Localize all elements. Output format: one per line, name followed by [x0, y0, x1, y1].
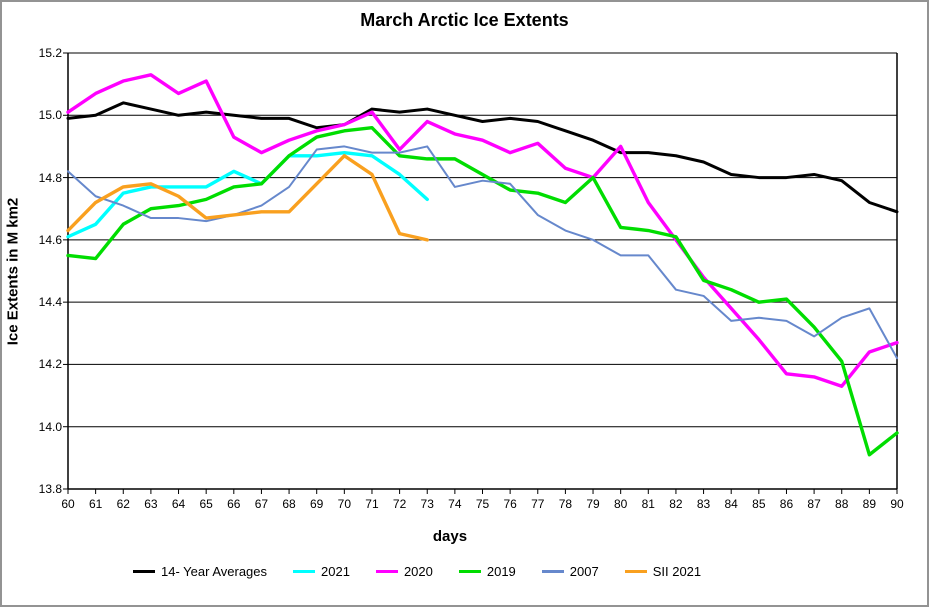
x-tick-label: 89 [862, 497, 877, 511]
x-tick-label: 80 [613, 497, 628, 511]
x-tick-label: 73 [420, 497, 434, 511]
x-tick-label: 79 [586, 497, 600, 511]
y-tick-label: 14.0 [38, 419, 62, 434]
legend-swatch-2019 [458, 570, 481, 573]
x-tick-label: 69 [310, 497, 324, 511]
x-tick-label: 61 [88, 497, 103, 511]
x-tick-label: 78 [558, 497, 573, 511]
legend-item-2020: 2020 [375, 564, 433, 579]
x-tick-label: 65 [199, 497, 213, 511]
legend-item-2019: 2019 [458, 564, 516, 579]
x-tick-label: 70 [337, 497, 351, 511]
x-tick-label: 67 [254, 497, 269, 511]
x-tick-label: 75 [475, 497, 490, 511]
x-tick-label: 74 [448, 497, 462, 511]
legend-item-14-year-averages: 14- Year Averages [133, 564, 267, 579]
y-tick-label: 14.8 [38, 170, 62, 185]
y-tick-label: 14.6 [38, 232, 62, 247]
x-tick-label: 72 [392, 497, 407, 511]
x-tick-label: 60 [61, 497, 75, 511]
legend-item-2007: 2007 [541, 564, 599, 579]
legend: 14- Year Averages 2021 2020 2019 2007 SI… [133, 564, 701, 579]
legend-swatch-14-year-averages [133, 570, 155, 573]
x-tick-label: 88 [835, 497, 849, 511]
x-tick-label: 63 [144, 497, 158, 511]
legend-swatch-sii-2021 [624, 570, 647, 573]
x-tick-label: 90 [890, 497, 904, 511]
x-tick-label: 81 [641, 497, 655, 511]
y-tick-label: 15.2 [38, 46, 62, 60]
y-tick-label: 14.4 [38, 295, 62, 310]
x-tick-label: 76 [503, 497, 517, 511]
legend-swatch-2007 [541, 570, 564, 573]
x-tick-label: 71 [365, 497, 379, 511]
y-axis-title: Ice Extents in M km2 [4, 197, 22, 346]
legend-label-2019: 2019 [486, 564, 516, 579]
x-axis-title: days [432, 528, 468, 545]
x-tick-label: 84 [724, 497, 738, 511]
x-tick-label: 86 [779, 497, 794, 511]
legend-label-14-year-averages: 14- Year Averages [161, 564, 268, 579]
y-tick-label: 15.0 [38, 108, 62, 123]
x-tick-label: 85 [752, 497, 766, 511]
x-tick-label: 66 [227, 497, 241, 511]
x-tick-label: 82 [669, 497, 683, 511]
legend-item-sii-2021: SII 2021 [624, 564, 702, 579]
legend-swatch-2021 [293, 570, 316, 573]
x-tick-label: 77 [531, 497, 545, 511]
x-tick-label: 62 [116, 497, 130, 511]
legend-item-2021: 2021 [293, 564, 350, 579]
legend-label-2007: 2007 [569, 564, 599, 579]
legend-swatch-2020 [375, 570, 398, 573]
x-tick-label: 64 [171, 497, 186, 511]
legend-label-sii-2021: SII 2021 [652, 564, 702, 579]
x-tick-label: 68 [282, 497, 296, 511]
x-tick-label: 87 [807, 497, 821, 511]
legend-label-2021: 2021 [321, 564, 350, 579]
chart-title: March Arctic Ice Extents [360, 10, 569, 30]
legend-label-2020: 2020 [403, 564, 433, 579]
y-tick-label: 14.2 [38, 357, 62, 372]
y-tick-label: 13.8 [38, 482, 62, 496]
x-tick-label: 83 [696, 497, 711, 511]
